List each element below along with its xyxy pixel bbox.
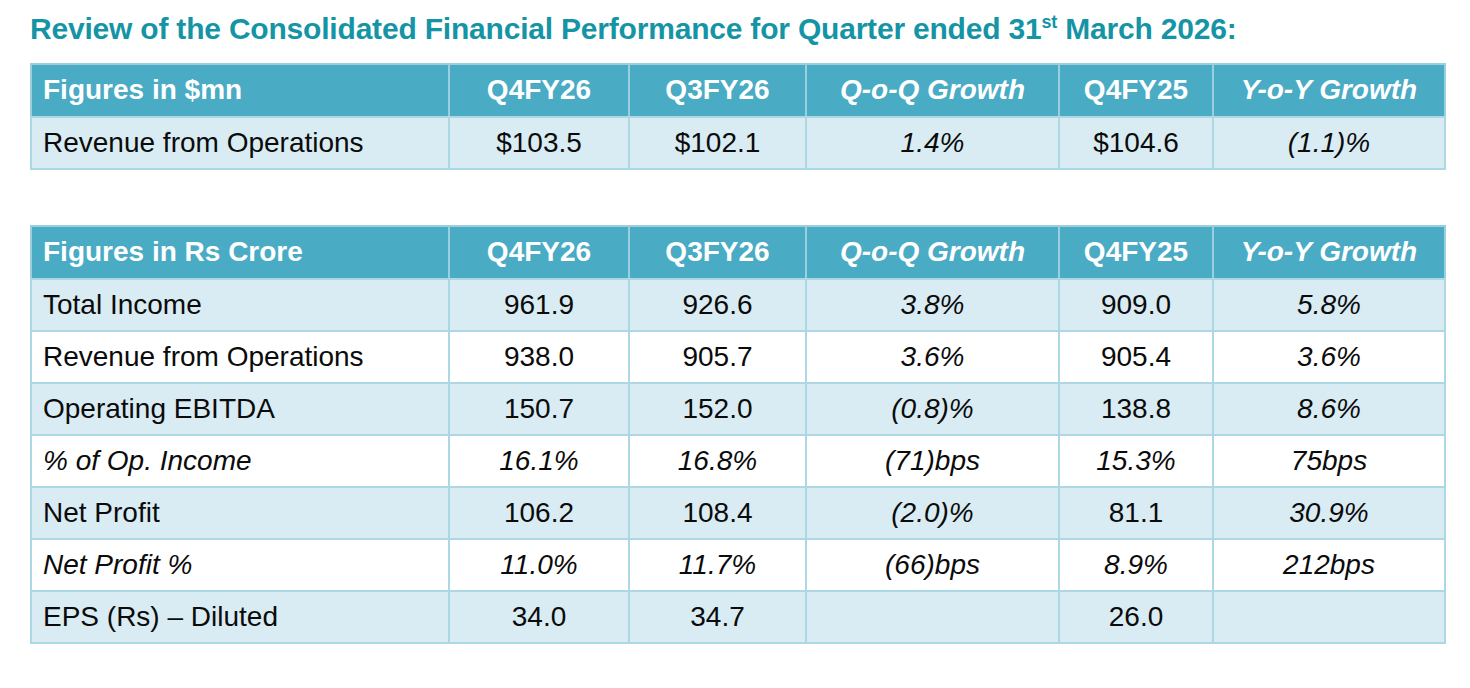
table-row: Revenue from Operations938.0905.73.6%905… xyxy=(31,331,1445,383)
column-header: Q4FY25 xyxy=(1059,64,1213,117)
value-cell: 5.8% xyxy=(1213,279,1445,331)
column-header: Y-o-Y Growth xyxy=(1213,226,1445,279)
row-label-cell: Operating EBITDA xyxy=(31,383,449,435)
value-cell: 75bps xyxy=(1213,435,1445,487)
value-cell: 152.0 xyxy=(629,383,806,435)
financial-review-slide: Review of the Consolidated Financial Per… xyxy=(0,0,1470,644)
column-header: Q3FY26 xyxy=(629,226,806,279)
table-row: Net Profit %11.0%11.7%(66)bps8.9%212bps xyxy=(31,539,1445,591)
table-caption-header: Figures in Rs Crore xyxy=(31,226,449,279)
row-label-cell: Total Income xyxy=(31,279,449,331)
value-cell: 961.9 xyxy=(449,279,629,331)
value-cell: 15.3% xyxy=(1059,435,1213,487)
page-title-suffix: March 2026: xyxy=(1057,12,1236,45)
table-caption-header: Figures in $mn xyxy=(31,64,449,117)
table-row: EPS (Rs) – Diluted34.034.7 26.0 xyxy=(31,591,1445,643)
value-cell: 905.7 xyxy=(629,331,806,383)
column-header: Q4FY26 xyxy=(449,64,629,117)
value-cell: 34.7 xyxy=(629,591,806,643)
value-cell: 3.6% xyxy=(806,331,1059,383)
value-cell: 150.7 xyxy=(449,383,629,435)
value-cell xyxy=(806,591,1059,643)
column-header: Q4FY25 xyxy=(1059,226,1213,279)
value-cell: (2.0)% xyxy=(806,487,1059,539)
row-label-cell: % of Op. Income xyxy=(31,435,449,487)
value-cell: 8.9% xyxy=(1059,539,1213,591)
column-header: Q-o-Q Growth xyxy=(806,64,1059,117)
column-header: Q-o-Q Growth xyxy=(806,226,1059,279)
row-label-cell: Revenue from Operations xyxy=(31,331,449,383)
value-cell: 1.4% xyxy=(806,117,1059,169)
value-cell: 926.6 xyxy=(629,279,806,331)
page-title: Review of the Consolidated Financial Per… xyxy=(30,12,1445,47)
value-cell: 81.1 xyxy=(1059,487,1213,539)
row-label-cell: Revenue from Operations xyxy=(31,117,449,169)
value-cell: (66)bps xyxy=(806,539,1059,591)
value-cell: $104.6 xyxy=(1059,117,1213,169)
value-cell: 905.4 xyxy=(1059,331,1213,383)
column-header: Q3FY26 xyxy=(629,64,806,117)
value-cell: 938.0 xyxy=(449,331,629,383)
page-title-text: Review of the Consolidated Financial Per… xyxy=(30,12,1041,45)
value-cell: 34.0 xyxy=(449,591,629,643)
value-cell: 11.7% xyxy=(629,539,806,591)
value-cell xyxy=(1213,591,1445,643)
value-cell: 16.8% xyxy=(629,435,806,487)
value-cell: 3.8% xyxy=(806,279,1059,331)
value-cell: (0.8)% xyxy=(806,383,1059,435)
value-cell: 909.0 xyxy=(1059,279,1213,331)
table-row: Operating EBITDA150.7152.0(0.8)%138.88.6… xyxy=(31,383,1445,435)
value-cell: 106.2 xyxy=(449,487,629,539)
value-cell: 108.4 xyxy=(629,487,806,539)
value-cell: 30.9% xyxy=(1213,487,1445,539)
column-header: Q4FY26 xyxy=(449,226,629,279)
value-cell: 11.0% xyxy=(449,539,629,591)
value-cell: 26.0 xyxy=(1059,591,1213,643)
value-cell: $103.5 xyxy=(449,117,629,169)
usd-summary-table: Figures in $mnQ4FY26Q3FY26Q-o-Q GrowthQ4… xyxy=(30,63,1446,170)
inr-detail-table: Figures in Rs CroreQ4FY26Q3FY26Q-o-Q Gro… xyxy=(30,225,1446,644)
table-row: Net Profit106.2108.4(2.0)%81.130.9% xyxy=(31,487,1445,539)
header-row: Figures in $mnQ4FY26Q3FY26Q-o-Q GrowthQ4… xyxy=(31,64,1445,117)
value-cell: 16.1% xyxy=(449,435,629,487)
value-cell: 138.8 xyxy=(1059,383,1213,435)
value-cell: 212bps xyxy=(1213,539,1445,591)
value-cell: 8.6% xyxy=(1213,383,1445,435)
value-cell: $102.1 xyxy=(629,117,806,169)
column-header: Y-o-Y Growth xyxy=(1213,64,1445,117)
header-row: Figures in Rs CroreQ4FY26Q3FY26Q-o-Q Gro… xyxy=(31,226,1445,279)
row-label-cell: Net Profit % xyxy=(31,539,449,591)
table-row: Revenue from Operations$103.5$102.11.4%$… xyxy=(31,117,1445,169)
table-row: Total Income961.9926.63.8%909.05.8% xyxy=(31,279,1445,331)
page-title-superscript: st xyxy=(1041,12,1057,32)
value-cell: (71)bps xyxy=(806,435,1059,487)
row-label-cell: EPS (Rs) – Diluted xyxy=(31,591,449,643)
table-row: % of Op. Income16.1%16.8%(71)bps15.3%75b… xyxy=(31,435,1445,487)
row-label-cell: Net Profit xyxy=(31,487,449,539)
value-cell: 3.6% xyxy=(1213,331,1445,383)
value-cell: (1.1)% xyxy=(1213,117,1445,169)
